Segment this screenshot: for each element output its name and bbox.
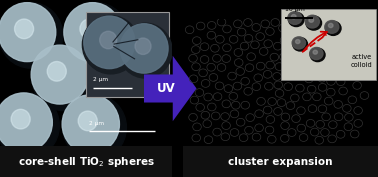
Circle shape (296, 39, 300, 44)
Polygon shape (144, 56, 197, 121)
Text: 2 μm: 2 μm (93, 77, 108, 82)
Circle shape (325, 21, 341, 35)
Text: active
colloid: active colloid (350, 54, 372, 68)
Circle shape (293, 38, 308, 51)
Circle shape (82, 15, 139, 74)
Circle shape (65, 3, 128, 68)
Circle shape (32, 45, 96, 111)
Bar (0, 146, 172, 177)
Circle shape (328, 23, 333, 28)
Circle shape (78, 111, 97, 131)
Circle shape (0, 3, 63, 68)
Circle shape (120, 24, 168, 73)
Circle shape (313, 50, 318, 54)
Circle shape (291, 15, 296, 19)
Circle shape (64, 3, 121, 62)
Circle shape (310, 48, 325, 62)
Circle shape (119, 23, 172, 78)
Circle shape (305, 15, 319, 28)
Text: 50 μm: 50 μm (189, 7, 209, 12)
Circle shape (14, 19, 34, 39)
Circle shape (0, 3, 56, 62)
Circle shape (309, 18, 314, 22)
Text: cluster expansion: cluster expansion (228, 156, 333, 167)
Circle shape (100, 31, 117, 49)
Circle shape (63, 95, 126, 160)
Text: UV: UV (156, 82, 175, 95)
Circle shape (0, 93, 59, 158)
Circle shape (325, 21, 339, 33)
Text: core-shell TiO$_2$ spheres: core-shell TiO$_2$ spheres (17, 155, 155, 169)
Bar (280, 9, 376, 80)
Text: 2 μm: 2 μm (90, 121, 105, 126)
Text: 10 μm: 10 μm (285, 7, 304, 12)
Circle shape (80, 19, 99, 39)
Circle shape (84, 16, 135, 69)
Bar (86, 12, 169, 97)
Circle shape (135, 38, 151, 55)
Circle shape (306, 16, 322, 30)
Circle shape (0, 93, 52, 152)
Circle shape (288, 12, 304, 27)
Circle shape (62, 95, 119, 154)
Circle shape (11, 109, 30, 129)
Circle shape (288, 12, 302, 24)
Circle shape (31, 45, 88, 104)
Circle shape (47, 61, 66, 81)
Bar (183, 146, 378, 177)
Circle shape (292, 37, 305, 49)
Circle shape (310, 47, 323, 60)
